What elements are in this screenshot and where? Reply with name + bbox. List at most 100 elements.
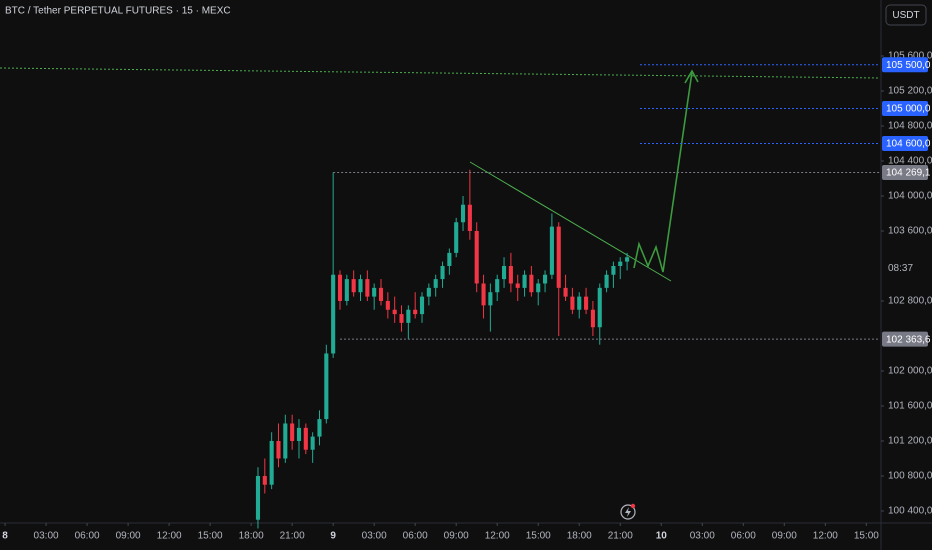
x-day-label: 8 [2, 531, 8, 542]
x-tick-label: 15:00 [526, 531, 551, 542]
candle-body [296, 427, 302, 441]
plot [255, 64, 880, 529]
currency-button[interactable] [885, 4, 927, 26]
candle-body [365, 279, 370, 297]
alert-bolt[interactable] [625, 507, 631, 517]
candle-body [290, 423, 295, 441]
x-tick-label: 21:00 [608, 531, 633, 542]
candle-body [611, 265, 616, 275]
candle-body [460, 204, 466, 223]
candle-body [406, 309, 411, 323]
price-label: 105 500,0 [886, 60, 931, 71]
candle-body [324, 353, 329, 420]
candle-body [597, 287, 602, 328]
y-tick-label: 101 600,0 [888, 401, 932, 412]
x-tick-label: 09:00 [116, 531, 141, 542]
candle-body [276, 440, 281, 459]
candle-body [399, 314, 404, 323]
candle-body [440, 265, 445, 280]
alert-icon[interactable] [620, 503, 636, 520]
candle-body [283, 423, 288, 459]
candle-body [508, 265, 513, 284]
candle-body [310, 436, 315, 450]
candle-body [392, 309, 397, 315]
candle-body [488, 292, 493, 306]
candle-body [515, 283, 520, 288]
candle-body [563, 287, 568, 297]
candle-body [549, 226, 554, 275]
y-tick-label: 104 000,0 [888, 191, 932, 202]
x-tick-label: 06:00 [731, 531, 756, 542]
candle-body [570, 296, 575, 310]
candle-body [604, 274, 609, 288]
x-tick-label: 03:00 [34, 531, 59, 542]
x-tick-label: 09:00 [444, 531, 469, 542]
candle-body [522, 274, 527, 288]
y-tick-label: 100 800,0 [888, 471, 932, 482]
y-tick-label: 104 800,0 [888, 121, 932, 132]
y-tick-label: 105 200,0 [888, 86, 932, 97]
arrow-head [684, 69, 699, 84]
alert-circle[interactable] [620, 504, 636, 520]
x-day-label: 9 [330, 531, 336, 542]
candle-body [413, 309, 418, 315]
candle-body [474, 230, 479, 284]
trend-line [469, 161, 672, 282]
price-label-box [882, 164, 928, 180]
candle-body [495, 279, 500, 293]
candle-body [385, 300, 390, 310]
x-tick-label: 18:00 [239, 531, 264, 542]
candle-body [262, 475, 267, 485]
alert-dot[interactable] [630, 503, 636, 509]
y-tick-label: 100 400,0 [888, 506, 932, 517]
countdown-label: 08:37 [888, 263, 913, 274]
resistance-line [0, 67, 881, 79]
y-tick-label: 105 600,0 [888, 51, 932, 62]
candle-body [447, 252, 452, 266]
candle-body [303, 427, 308, 450]
candle-body [372, 287, 377, 297]
y-tick-label: 103 600,0 [888, 226, 932, 237]
candle-body [529, 274, 534, 293]
price-label-box [882, 57, 928, 73]
candle-body [344, 279, 349, 301]
price-label: 104 600,0 [886, 139, 931, 150]
candle-body [536, 283, 541, 293]
y-tick-label: 104 400,0 [888, 156, 932, 167]
candle-body [269, 440, 274, 485]
y-tick-label: 102 000,0 [888, 366, 932, 377]
x-tick-label: 06:00 [403, 531, 428, 542]
candle-body [625, 257, 630, 262]
candle-body [481, 283, 486, 306]
x-tick-label: 03:00 [690, 531, 715, 542]
projection-arrow [633, 71, 693, 273]
candle-body [426, 287, 431, 297]
currency-label[interactable]: USDT [892, 10, 919, 21]
price-label-box [882, 331, 928, 347]
candle-body [543, 274, 548, 284]
y-tick-label: 101 200,0 [888, 436, 932, 447]
price-label-box [882, 100, 928, 116]
x-tick-label: 06:00 [75, 531, 100, 542]
x-tick-label: 12:00 [813, 531, 838, 542]
candle-body [337, 274, 343, 301]
x-day-label: 10 [656, 531, 668, 542]
candle-body [317, 419, 322, 437]
candle-body [358, 279, 363, 293]
x-tick-label: 12:00 [157, 531, 182, 542]
candle-body [378, 287, 384, 301]
candle-body [556, 226, 561, 288]
candle-body [331, 274, 336, 354]
candle-body [577, 296, 582, 310]
x-tick-label: 21:00 [280, 531, 305, 542]
y-tick-label: 102 800,0 [888, 296, 932, 307]
candle-body [255, 475, 261, 520]
x-tick-label: 15:00 [854, 531, 879, 542]
price-label: 102 363,6 [886, 334, 931, 345]
candle-body [433, 279, 438, 288]
candle-body [501, 265, 507, 280]
candle-body [584, 296, 589, 310]
x-tick-label: 03:00 [362, 531, 387, 542]
